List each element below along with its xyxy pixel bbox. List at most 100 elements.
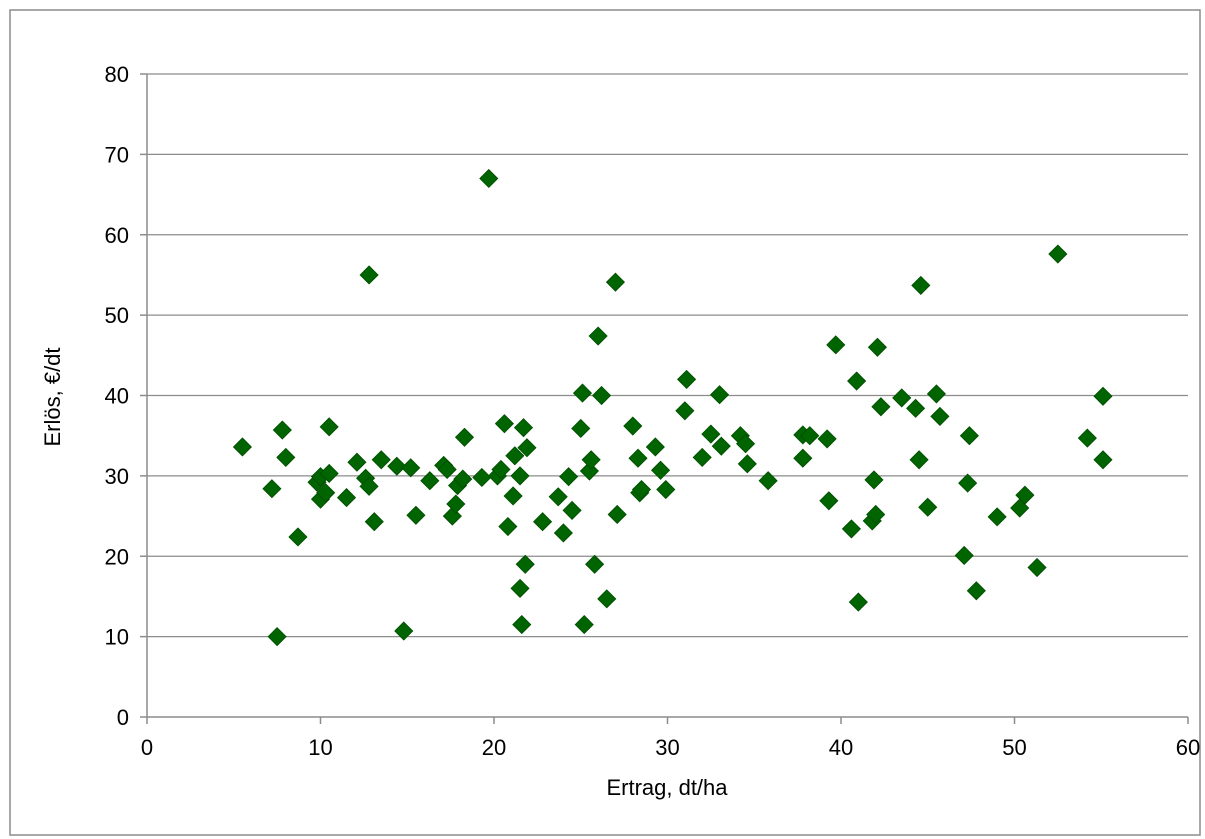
y-tick-label: 80 [105,62,129,87]
data-point [533,512,553,532]
data-point [446,494,466,514]
data-point [581,450,601,470]
data-point [871,397,891,417]
data-point [272,420,292,440]
x-axis-title: Ertrag, dt/ha [606,775,728,800]
data-point [319,417,339,437]
data-point [867,337,888,357]
x-tick-label: 40 [829,735,853,760]
data-point [276,447,296,467]
data-point [505,446,525,466]
data-point [553,523,573,543]
data-point [864,470,884,490]
data-point [401,458,421,478]
data-point [453,469,473,489]
axes [140,73,1189,724]
data-point [454,427,475,447]
data-point [347,452,367,472]
data-point [793,448,813,468]
data-point [479,168,499,189]
data-point [930,406,950,426]
data-point [572,383,593,403]
data-point [262,479,282,499]
data-point [588,326,608,346]
data-point [656,479,676,500]
data-point [958,473,978,493]
x-tick-labels: 0 10 20 30 40 50 60 [141,735,1200,760]
data-point [232,437,252,457]
data-point [585,554,605,574]
data-point [711,436,731,456]
data-point [677,369,697,389]
data-point [406,505,426,525]
y-axis-title: Erlös, €/dt [40,347,65,446]
data-point [926,384,946,404]
data-point [675,401,695,421]
data-point [510,578,530,598]
x-tick-label: 10 [308,735,332,760]
data-point [579,461,599,481]
data-point [911,275,931,295]
x-tick-label: 20 [482,735,506,760]
data-point [623,416,643,436]
x-tick-label: 50 [1002,735,1026,760]
data-point [437,459,457,480]
y-tick-labels: 0 10 20 30 40 50 60 70 80 [105,62,129,730]
y-tick-label: 10 [105,625,129,650]
data-point [387,456,407,476]
y-tick-label: 60 [105,223,129,248]
y-tick-label: 20 [105,544,129,569]
data-point [371,450,391,470]
data-point [645,437,665,457]
data-point [336,488,357,508]
data-point [1077,428,1097,448]
data-point [359,476,379,496]
data-point [513,418,534,438]
data-point [592,385,612,406]
data-point [503,486,523,506]
data-point [631,479,652,500]
data-point [288,527,308,547]
data-point [841,519,861,539]
chart-area-border [9,9,1201,836]
data-point [574,615,594,635]
data-point [1027,557,1047,578]
data-point [866,504,886,525]
data-point [597,589,617,609]
data-point [359,265,379,285]
data-point [758,471,778,491]
data-point [512,615,532,635]
data-point [959,426,979,446]
data-point [909,450,929,470]
y-tick-label: 70 [105,142,129,167]
data-point [517,438,537,458]
data-point [650,460,671,480]
data-point [548,487,568,507]
data-point [364,512,384,532]
data-point [906,398,926,418]
data-point [1093,386,1113,406]
y-tick-label: 50 [105,303,129,328]
data-point [267,627,287,647]
data-point [498,516,518,537]
data-points [232,168,1113,647]
data-point [709,385,730,405]
data-point [736,434,756,454]
data-point [562,500,582,521]
data-point [491,459,511,480]
data-point [494,414,514,434]
data-point [847,371,867,391]
data-point [472,467,492,488]
data-point [1093,450,1113,470]
data-point [819,491,839,511]
data-point [571,418,591,439]
data-point [966,581,986,601]
data-point [1048,244,1068,264]
data-point [701,424,721,444]
y-tick-label: 0 [117,705,129,730]
data-point [605,272,626,292]
data-point [628,448,648,468]
data-point [394,621,414,641]
